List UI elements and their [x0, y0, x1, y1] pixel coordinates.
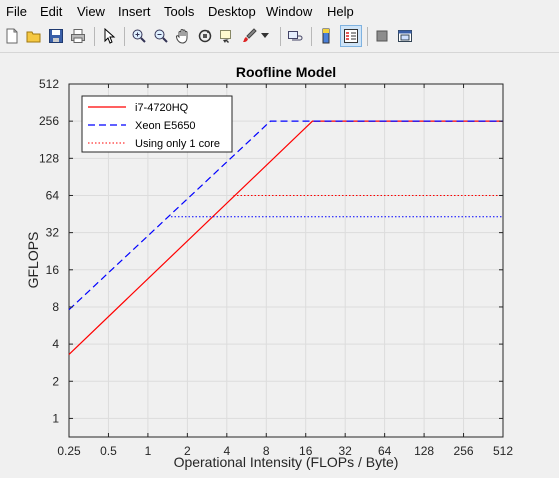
- x-tick-label: 4: [223, 444, 230, 458]
- insert-legend-icon[interactable]: [340, 25, 362, 47]
- x-tick-label: 256: [454, 444, 474, 458]
- y-tick-label: 256: [39, 114, 59, 128]
- y-tick-label: 8: [52, 300, 59, 314]
- insert-colorbar-icon[interactable]: [316, 26, 336, 46]
- axis-ticks: [68, 83, 504, 437]
- roofline-chart: 0.25 0.5 1 2 4 8 16 32 64 128 256 512 1 2 4 8 16 32 64 128…: [25, 64, 513, 470]
- brush-icon[interactable]: [239, 26, 259, 46]
- link-plot-icon[interactable]: [285, 26, 305, 46]
- chart-title: Roofline Model: [236, 64, 336, 80]
- legend-label-xeon: Xeon E5650: [135, 120, 196, 132]
- brush-dropdown-icon[interactable]: [259, 26, 271, 46]
- x-tick-label: 8: [263, 444, 270, 458]
- x-tick-labels: 0.25 0.5 1 2 4 8 16 32 64 128 256 512: [57, 444, 513, 458]
- menu-desktop[interactable]: Desktop: [208, 4, 256, 19]
- plot-area-frame: [68, 83, 504, 438]
- x-tick-label: 0.25: [57, 444, 81, 458]
- x-tick-label: 2: [184, 444, 191, 458]
- menu-bar: File Edit View Insert Tools Desktop Wind…: [0, 0, 559, 22]
- x-tick-label: 32: [339, 444, 353, 458]
- new-figure-icon[interactable]: [2, 26, 22, 46]
- show-plot-tools-icon[interactable]: [395, 26, 415, 46]
- data-cursor-icon[interactable]: [217, 26, 237, 46]
- menu-insert[interactable]: Insert: [118, 4, 151, 19]
- figure-toolbar: [0, 22, 559, 53]
- x-tick-label: 128: [414, 444, 434, 458]
- rotate-3d-icon[interactable]: [195, 26, 215, 46]
- x-tick-label: 16: [299, 444, 313, 458]
- y-tick-label: 16: [46, 263, 60, 277]
- x-tick-label: 1: [145, 444, 152, 458]
- y-tick-label: 4: [52, 337, 59, 351]
- zoom-in-icon[interactable]: [129, 26, 149, 46]
- x-tick-label: 0.5: [100, 444, 117, 458]
- menu-edit[interactable]: Edit: [40, 4, 63, 19]
- zoom-out-icon[interactable]: [151, 26, 171, 46]
- series-line-xeon: [68, 120, 503, 311]
- series-lines: [68, 120, 503, 355]
- y-tick-label: 512: [39, 77, 59, 91]
- x-tick-label: 64: [378, 444, 392, 458]
- menu-help[interactable]: Help: [327, 4, 354, 19]
- legend-label-one-core: Using only 1 core: [135, 138, 220, 150]
- legend-label-i7: i7-4720HQ: [135, 102, 189, 114]
- x-tick-label: 512: [493, 444, 513, 458]
- menu-file[interactable]: File: [6, 4, 27, 19]
- open-file-icon[interactable]: [24, 26, 44, 46]
- legend[interactable]: i7-4720HQ Xeon E5650 Using only 1 core: [81, 95, 233, 153]
- save-icon[interactable]: [46, 26, 66, 46]
- y-tick-label: 128: [39, 151, 59, 165]
- y-tick-label: 32: [46, 226, 60, 240]
- edit-plot-arrow-icon[interactable]: [99, 26, 119, 46]
- menu-tools[interactable]: Tools: [164, 4, 195, 19]
- y-tick-labels: 1 2 4 8 16 32 64 128 256 512: [39, 77, 59, 425]
- y-axis-label: GFLOPS: [25, 232, 41, 289]
- pan-hand-icon[interactable]: [173, 26, 193, 46]
- figure-canvas: 0.25 0.5 1 2 4 8 16 32 64 128 256 512 1 2 4 8 16 32 64 128…: [0, 53, 559, 473]
- y-tick-label: 1: [52, 411, 59, 425]
- series-line-i7: [68, 120, 503, 355]
- y-tick-label: 2: [52, 374, 59, 388]
- x-axis-label: Operational Intensity (FLOPs / Byte): [174, 454, 399, 470]
- print-icon[interactable]: [68, 26, 88, 46]
- menu-window[interactable]: Window: [266, 4, 313, 19]
- menu-view[interactable]: View: [77, 4, 105, 19]
- hide-plot-tools-icon[interactable]: [372, 26, 392, 46]
- y-tick-label: 64: [46, 188, 60, 202]
